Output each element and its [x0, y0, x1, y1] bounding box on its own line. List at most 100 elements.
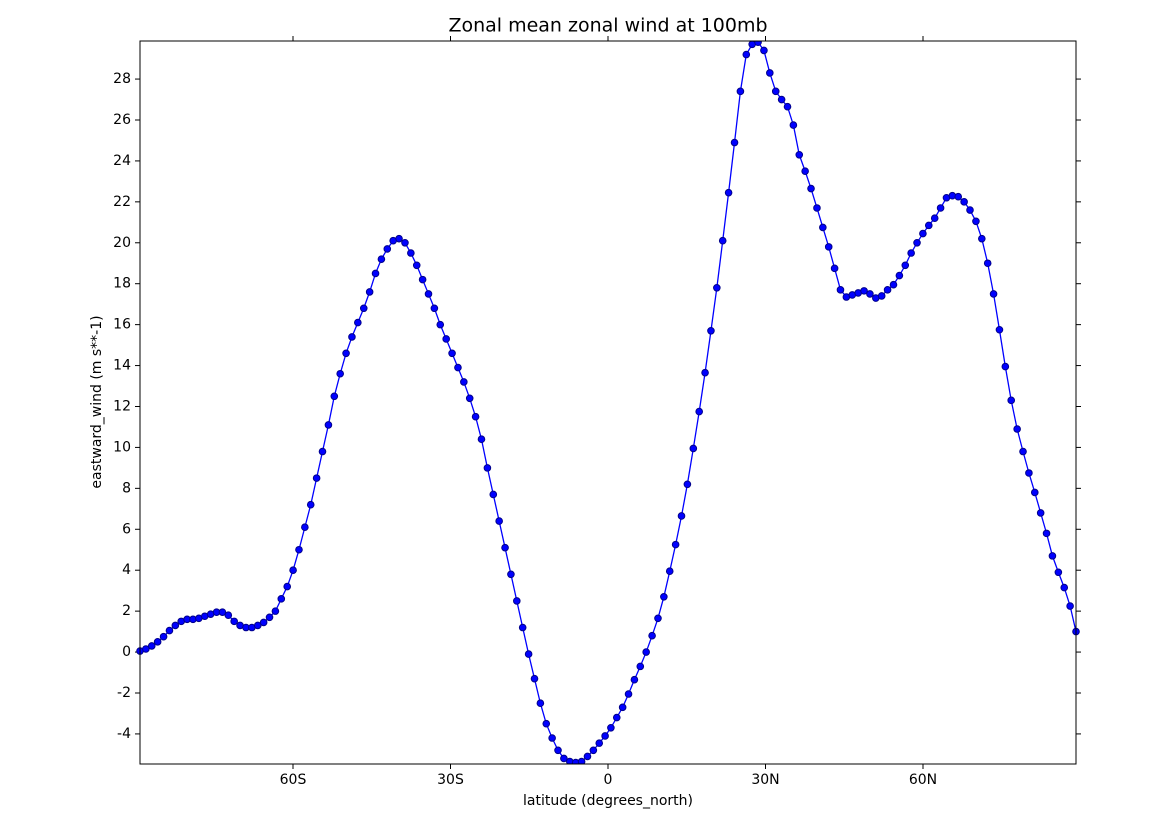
data-point: [171, 621, 180, 630]
data-point: [589, 746, 598, 755]
data-point: [718, 236, 727, 245]
data-point: [283, 582, 292, 591]
data-point: [460, 378, 468, 386]
data-point: [577, 757, 586, 764]
data-point: [324, 421, 333, 429]
data-point: [507, 570, 515, 579]
data-point: [230, 617, 238, 626]
data-point: [312, 474, 321, 482]
data-point: [983, 259, 992, 268]
y-tick-label: 12: [113, 398, 131, 414]
data-point: [807, 184, 815, 193]
data-point: [401, 238, 409, 247]
data-point: [377, 255, 386, 263]
data-point: [1030, 488, 1039, 497]
data-point: [819, 223, 827, 232]
data-point: [424, 290, 433, 298]
data-line: [139, 41, 1077, 764]
data-point: [742, 50, 751, 59]
data-point: [1060, 583, 1069, 592]
y-tick-label: 6: [122, 521, 131, 537]
data-point: [677, 512, 686, 520]
data-point: [554, 746, 562, 755]
data-point: [601, 732, 609, 740]
data-point: [960, 198, 968, 206]
data-point: [430, 304, 439, 313]
data-point: [518, 623, 527, 632]
data-point: [683, 480, 692, 489]
data-point: [689, 444, 698, 453]
data-point: [147, 642, 156, 650]
data-point: [560, 754, 568, 763]
data-point: [860, 287, 868, 295]
data-point: [306, 500, 315, 509]
y-tick-label: 8: [122, 480, 131, 496]
y-tick-label: 24: [113, 153, 131, 169]
x-axis-label: latitude (degrees_north): [523, 793, 693, 809]
data-point: [913, 238, 921, 247]
data-point: [524, 650, 533, 658]
data-point: [636, 662, 645, 671]
y-tick-label: 20: [113, 235, 131, 251]
data-point: [359, 304, 368, 313]
data-point: [736, 87, 745, 96]
data-point: [866, 290, 874, 298]
data-point: [595, 739, 604, 747]
data-point: [318, 447, 327, 456]
data-point: [1042, 529, 1051, 538]
data-point: [583, 752, 592, 761]
data-point: [330, 392, 339, 401]
data-point: [436, 320, 445, 329]
chart-title: Zonal mean zonal wind at 100mb: [448, 15, 767, 37]
y-tick-label: 14: [113, 358, 131, 374]
data-point: [1066, 602, 1074, 610]
data-point: [665, 567, 674, 576]
data-point: [777, 95, 786, 104]
x-tick-label: 0: [604, 772, 613, 788]
y-tick-label: 2: [122, 603, 131, 619]
data-point: [724, 188, 733, 197]
data-point: [771, 87, 780, 96]
data-point: [966, 206, 974, 214]
data-point: [801, 167, 809, 175]
data-point: [671, 540, 680, 549]
data-point: [348, 333, 356, 341]
data-point: [548, 734, 556, 742]
data-point: [407, 249, 415, 257]
data-point: [165, 626, 174, 635]
data-point: [224, 611, 233, 620]
data-point: [978, 234, 986, 243]
data-point: [354, 318, 362, 327]
data-point: [542, 719, 551, 728]
data-point: [1036, 509, 1045, 517]
data-point: [701, 368, 709, 377]
data-point: [395, 234, 403, 243]
data-point: [483, 464, 492, 472]
data-point: [371, 269, 380, 278]
data-point: [277, 595, 286, 603]
data-point: [883, 286, 892, 294]
data-point: [471, 412, 480, 421]
data-point: [989, 290, 998, 298]
data-point: [477, 435, 486, 444]
data-point: [530, 674, 539, 683]
y-tick-label: -4: [117, 726, 131, 742]
data-point: [624, 690, 633, 698]
data-point: [253, 621, 262, 630]
data-point: [760, 46, 768, 55]
data-point: [418, 275, 427, 284]
data-point: [630, 675, 639, 684]
data-point: [783, 102, 792, 111]
x-tick-label: 30S: [437, 772, 464, 788]
data-point: [1048, 552, 1057, 560]
data-point: [648, 631, 656, 640]
data-point: [259, 618, 268, 627]
data-point: [618, 703, 627, 712]
data-point: [1025, 469, 1033, 477]
data-point: [830, 264, 839, 273]
data-point: [142, 645, 150, 653]
data-point: [442, 335, 450, 343]
data-point: [501, 543, 509, 552]
data-point: [513, 597, 521, 605]
data-point: [730, 138, 739, 147]
